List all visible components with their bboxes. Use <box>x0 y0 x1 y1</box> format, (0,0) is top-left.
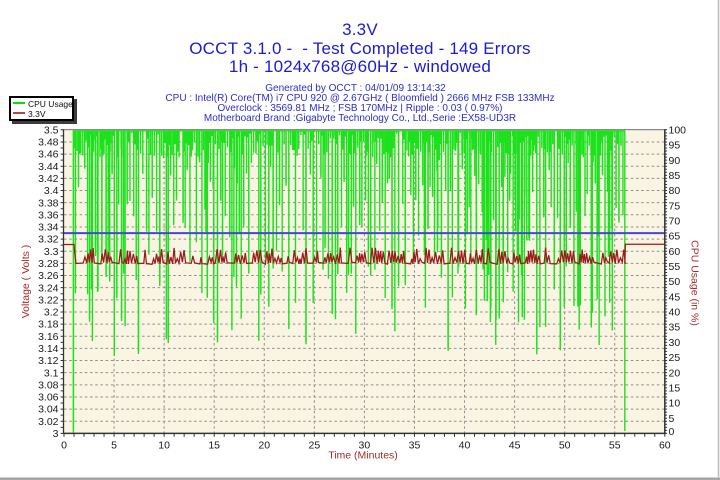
svg-text:3.02: 3.02 <box>38 416 59 428</box>
svg-text:CPU Usage (in %): CPU Usage (in %) <box>689 240 701 326</box>
svg-text:3.14: 3.14 <box>38 343 59 355</box>
svg-text:3.48: 3.48 <box>38 137 59 149</box>
svg-text:25: 25 <box>669 352 681 364</box>
svg-text:3.24: 3.24 <box>38 282 59 294</box>
svg-text:3.26: 3.26 <box>38 270 59 282</box>
svg-text:3.32: 3.32 <box>38 234 59 246</box>
svg-text:5: 5 <box>111 439 117 451</box>
svg-text:25: 25 <box>308 439 320 451</box>
svg-text:60: 60 <box>659 439 671 451</box>
svg-text:3.18: 3.18 <box>38 319 59 331</box>
svg-text:3.5: 3.5 <box>44 124 59 136</box>
svg-text:3.22: 3.22 <box>38 294 59 306</box>
svg-text:Time (Minutes): Time (Minutes) <box>328 450 398 462</box>
svg-text:3.36: 3.36 <box>38 209 59 221</box>
svg-text:20: 20 <box>258 439 270 451</box>
svg-text:3: 3 <box>53 428 59 440</box>
svg-text:3.4: 3.4 <box>44 185 59 197</box>
svg-text:95: 95 <box>669 140 681 152</box>
svg-text:40: 40 <box>669 307 681 319</box>
svg-text:20: 20 <box>669 367 681 379</box>
svg-text:3.04: 3.04 <box>38 404 59 416</box>
svg-text:3.1: 3.1 <box>44 367 59 379</box>
svg-text:65: 65 <box>669 231 681 243</box>
svg-text:10: 10 <box>158 439 170 451</box>
svg-text:60: 60 <box>669 246 681 258</box>
svg-text:Voltage ( Volts ): Voltage ( Volts ) <box>20 245 32 319</box>
svg-text:0: 0 <box>61 439 67 451</box>
svg-text:80: 80 <box>669 185 681 197</box>
svg-text:85: 85 <box>669 170 681 182</box>
svg-text:100: 100 <box>669 124 687 136</box>
svg-text:55: 55 <box>669 261 681 273</box>
svg-text:70: 70 <box>669 215 681 227</box>
svg-text:45: 45 <box>669 291 681 303</box>
svg-text:15: 15 <box>669 382 681 394</box>
svg-text:50: 50 <box>669 276 681 288</box>
svg-text:35: 35 <box>409 439 421 451</box>
svg-text:15: 15 <box>208 439 220 451</box>
svg-text:3.44: 3.44 <box>38 161 59 173</box>
svg-text:3.06: 3.06 <box>38 392 59 404</box>
svg-text:50: 50 <box>559 439 571 451</box>
svg-text:90: 90 <box>669 155 681 167</box>
svg-text:3.34: 3.34 <box>38 222 59 234</box>
svg-text:30: 30 <box>669 337 681 349</box>
svg-text:3.42: 3.42 <box>38 173 59 185</box>
svg-text:10: 10 <box>669 398 681 410</box>
svg-text:5: 5 <box>669 413 675 425</box>
svg-text:40: 40 <box>459 439 471 451</box>
svg-text:35: 35 <box>669 322 681 334</box>
svg-text:3.38: 3.38 <box>38 197 59 209</box>
svg-text:0: 0 <box>669 426 675 438</box>
svg-text:30: 30 <box>359 439 371 451</box>
svg-text:55: 55 <box>609 439 621 451</box>
svg-text:3.16: 3.16 <box>38 331 59 343</box>
svg-text:3.46: 3.46 <box>38 149 59 161</box>
svg-text:3.3: 3.3 <box>44 246 59 258</box>
svg-text:3.12: 3.12 <box>38 355 59 367</box>
svg-text:3.28: 3.28 <box>38 258 59 270</box>
svg-text:3.2: 3.2 <box>44 307 59 319</box>
svg-text:75: 75 <box>669 200 681 212</box>
svg-text:3.08: 3.08 <box>38 379 59 391</box>
svg-text:45: 45 <box>509 439 521 451</box>
